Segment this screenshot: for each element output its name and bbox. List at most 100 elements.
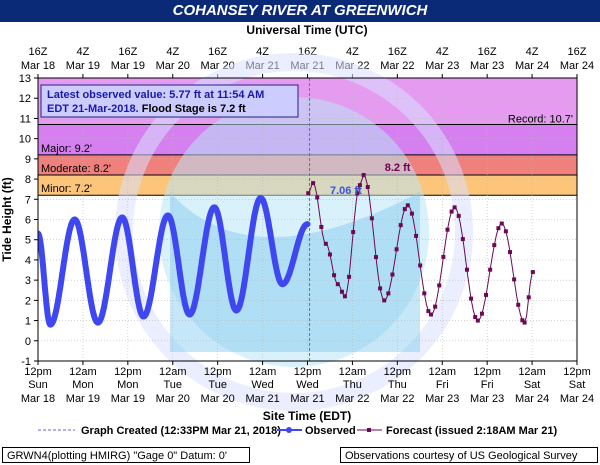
legend-forecast-marker xyxy=(367,428,371,432)
top-tick-date: Mar 18 xyxy=(21,60,55,72)
top-tick-time: 4Z xyxy=(166,46,179,58)
forecast-point-10 xyxy=(347,274,352,279)
forecast-point-4 xyxy=(323,241,328,246)
forecast-point-18 xyxy=(378,286,383,291)
top-tick-time: 16Z xyxy=(118,46,137,58)
bottom-tick-time: 12am xyxy=(69,366,97,378)
forecast-point-54 xyxy=(520,318,525,323)
annotation-0: 7.06 ft xyxy=(330,185,362,197)
chart-title: COHANSEY RIVER AT GREENWICH xyxy=(0,0,600,22)
legend-observed-marker xyxy=(286,427,292,433)
bottom-tick-time: 12pm xyxy=(114,366,142,378)
bottom-tick-day: Fri xyxy=(481,379,494,391)
forecast-point-44 xyxy=(479,311,484,316)
forecast-point-37 xyxy=(452,205,457,210)
bottom-axis-title: Site Time (EDT) xyxy=(263,409,351,423)
forecast-point-57 xyxy=(530,270,535,275)
forecast-point-50 xyxy=(503,229,508,234)
y-tick-label: 3 xyxy=(25,275,31,287)
forecast-point-48 xyxy=(496,226,501,231)
observed-point-6 xyxy=(164,212,171,219)
y-tick-label: 0 xyxy=(25,336,31,348)
svg-text:EDT 21-Mar-2018. Flood Stage i: EDT 21-Mar-2018. Flood Stage is 7.2 ft xyxy=(47,103,246,115)
y-tick-label: -1 xyxy=(21,356,31,368)
y-tick-label: 10 xyxy=(19,134,31,146)
legend-forecast: Forecast (issued 2:18AM Mar 21) xyxy=(386,425,558,437)
y-tick-label: 9 xyxy=(25,154,31,166)
forecast-point-41 xyxy=(469,296,474,301)
info-line-1: Latest observed value: 5.77 ft at 11:54 … xyxy=(47,89,264,101)
forecast-point-45 xyxy=(484,292,489,297)
forecast-point-33 xyxy=(437,283,442,288)
bottom-tick-time: 12pm xyxy=(473,366,501,378)
top-tick-date: Mar 24 xyxy=(560,60,594,72)
observed-point-3 xyxy=(94,319,101,326)
bottom-tick-time: 12am xyxy=(249,366,277,378)
bottom-tick-day: Mon xyxy=(117,379,138,391)
observed-point-10 xyxy=(257,195,264,202)
bottom-tick-date: Mar 22 xyxy=(335,393,369,405)
observed-point-1 xyxy=(47,321,54,328)
bottom-tick-date: Mar 20 xyxy=(156,393,190,405)
y-tick-label: 5 xyxy=(25,235,31,247)
y-tick-label: 7 xyxy=(25,194,31,206)
forecast-point-21 xyxy=(390,272,395,277)
bottom-tick-date: Mar 21 xyxy=(245,393,279,405)
forecast-point-8 xyxy=(339,289,344,294)
bottom-tick-day: Sat xyxy=(524,379,541,391)
forecast-point-17 xyxy=(373,255,378,260)
forecast-point-52 xyxy=(512,277,517,282)
forecast-point-35 xyxy=(445,227,450,232)
forecast-point-3 xyxy=(319,224,324,229)
bottom-tick-date: Mar 24 xyxy=(560,393,594,405)
bottom-tick-time: 12pm xyxy=(384,366,412,378)
bottom-tick-day: Fri xyxy=(436,379,449,391)
top-tick-time: 16Z xyxy=(478,46,497,58)
forecast-point-49 xyxy=(499,221,504,226)
annotation-1: 8.2 ft xyxy=(385,162,411,174)
top-tick-time: 4Z xyxy=(346,46,359,58)
forecast-point-23 xyxy=(398,223,403,228)
top-tick-time: 16Z xyxy=(388,46,407,58)
observed-point-9 xyxy=(233,307,240,314)
forecast-point-0 xyxy=(306,191,311,196)
forecast-point-20 xyxy=(386,291,391,296)
y-tick-label: 13 xyxy=(19,73,31,85)
top-tick-date: Mar 23 xyxy=(470,60,504,72)
tide-chart: Universal Time (UTC) 16Z Mar 18 4Z Mar 19 16… xyxy=(0,23,594,437)
bottom-tick-time: 12pm xyxy=(204,366,232,378)
latest-value-box: Latest observed value: 5.77 ft at 11:54 … xyxy=(40,84,299,118)
forecast-point-22 xyxy=(394,247,399,252)
top-tick-time: 4Z xyxy=(76,46,89,58)
observed-point-2 xyxy=(71,216,78,223)
forecast-point-11 xyxy=(351,230,356,235)
forecast-point-46 xyxy=(488,267,493,272)
bottom-tick-date: Mar 24 xyxy=(515,393,549,405)
observed-point-7 xyxy=(186,311,193,318)
legend: Graph Created (12:33PM Mar 21, 2018) Obse… xyxy=(38,425,558,437)
bottom-tick-time: 12am xyxy=(159,366,187,378)
y-tick-label: 4 xyxy=(25,255,31,267)
forecast-point-55 xyxy=(522,320,527,325)
observed-point-0 xyxy=(38,230,41,237)
forecast-point-16 xyxy=(369,216,374,221)
bottom-tick-date: Mar 23 xyxy=(425,393,459,405)
forecast-point-19 xyxy=(382,298,387,303)
forecast-point-7 xyxy=(335,282,340,287)
forecast-point-12 xyxy=(355,191,360,196)
top-tick-time: 4Z xyxy=(436,46,449,58)
top-axis-title: Universal Time (UTC) xyxy=(246,23,367,37)
y-tick-label: 1 xyxy=(25,316,31,328)
y-tick-label: 2 xyxy=(25,295,31,307)
top-tick-date: Mar 23 xyxy=(425,60,459,72)
forecast-point-53 xyxy=(516,302,521,307)
bottom-tick-date: Mar 19 xyxy=(66,393,100,405)
info-line-2b: Flood Stage is 7.2 ft xyxy=(139,103,246,115)
forecast-point-27 xyxy=(414,233,419,238)
bottom-tick-day: Wed xyxy=(296,379,318,391)
top-tick-date: Mar 20 xyxy=(156,60,190,72)
forecast-point-13 xyxy=(357,183,362,188)
forecast-point-2 xyxy=(315,195,320,200)
bottom-tick-time: 12pm xyxy=(563,366,591,378)
forecast-point-6 xyxy=(332,273,337,278)
